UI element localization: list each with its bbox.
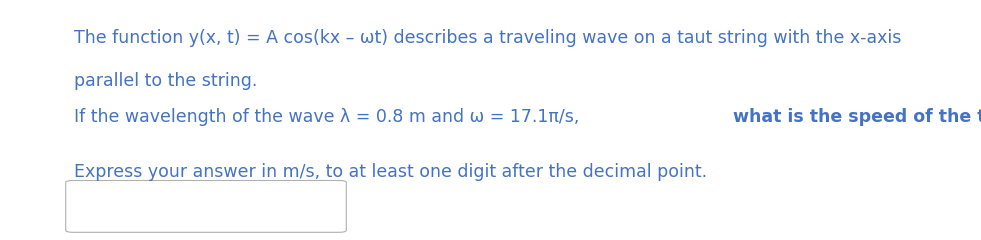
Text: parallel to the string.: parallel to the string. xyxy=(74,72,257,90)
Text: The function y(x, t) = A cos(kx – ωt) describes a traveling wave on a taut strin: The function y(x, t) = A cos(kx – ωt) de… xyxy=(74,29,901,47)
Text: Express your answer in m/s, to at least one digit after the decimal point.: Express your answer in m/s, to at least … xyxy=(74,163,706,181)
FancyBboxPatch shape xyxy=(66,180,346,232)
Text: If the wavelength of the wave λ = 0.8 m and ω = 17.1π/s,: If the wavelength of the wave λ = 0.8 m … xyxy=(74,108,585,126)
Text: what is the speed of the traveling wave?: what is the speed of the traveling wave? xyxy=(733,108,981,126)
